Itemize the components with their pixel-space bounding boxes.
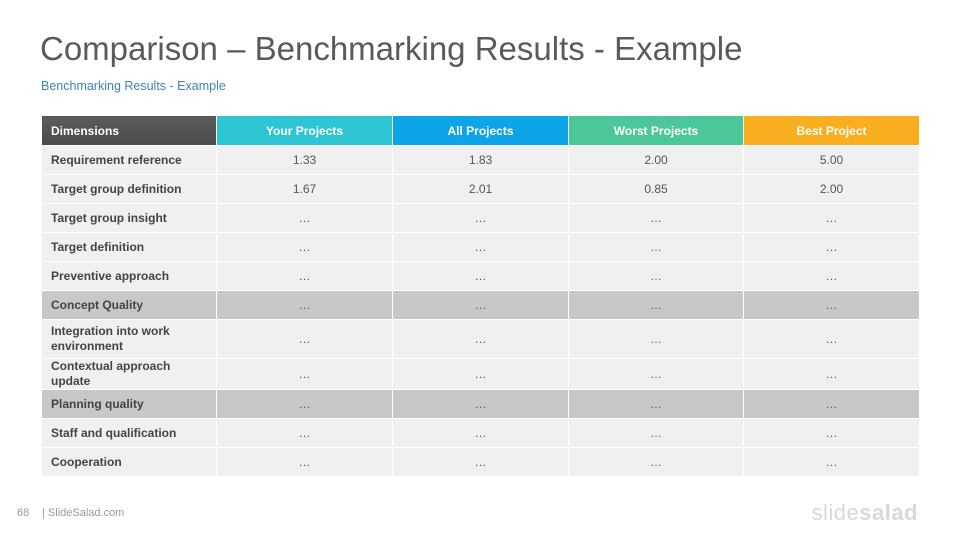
table-cell: … (392, 203, 569, 233)
table-row: Concept Quality………… (41, 290, 920, 320)
table-cell: … (392, 232, 569, 262)
table-header-row: Dimensions Your Projects All Projects Wo… (41, 115, 920, 146)
row-label: Planning quality (41, 389, 217, 419)
logo-light-text: slide (811, 500, 860, 525)
header-dimensions: Dimensions (41, 115, 217, 146)
table-cell: … (568, 447, 744, 477)
table-cell: … (216, 389, 393, 419)
table-cell: … (743, 389, 920, 419)
table-row: Staff and qualification………… (41, 418, 920, 448)
table-cell: … (392, 261, 569, 291)
table-row: Planning quality………… (41, 389, 920, 419)
table-cell: 2.00 (743, 174, 920, 204)
table-cell: … (392, 418, 569, 448)
table-cell: … (392, 319, 569, 359)
table-cell: … (216, 418, 393, 448)
table-cell: … (568, 232, 744, 262)
table-row: Integration into work environment………… (41, 319, 920, 359)
table-row: Contextual approach update………… (41, 358, 920, 390)
table-cell: … (743, 319, 920, 359)
table-cell: … (743, 290, 920, 320)
table-row: Target definition………… (41, 232, 920, 262)
table-cell: 1.33 (216, 145, 393, 175)
header-worst-projects: Worst Projects (568, 115, 744, 146)
table-cell: … (743, 447, 920, 477)
table-cell: … (392, 447, 569, 477)
table-cell: … (568, 290, 744, 320)
benchmark-table: Dimensions Your Projects All Projects Wo… (41, 115, 920, 477)
header-your-projects: Your Projects (216, 115, 393, 146)
row-label: Cooperation (41, 447, 217, 477)
table-body: Requirement reference 1.33 1.83 2.00 5.00 Tar… (41, 145, 920, 477)
table-cell: … (216, 447, 393, 477)
table-row: Preventive approach………… (41, 261, 920, 291)
header-best-project: Best Project (743, 115, 920, 146)
row-label: Concept Quality (41, 290, 217, 320)
table-cell: … (743, 203, 920, 233)
table-cell: … (216, 261, 393, 291)
table-cell: … (568, 319, 744, 359)
table-cell: … (216, 232, 393, 262)
row-label: Target definition (41, 232, 217, 262)
table-cell: … (216, 290, 393, 320)
table-cell: … (568, 358, 744, 390)
slide-subtitle: Benchmarking Results - Example (41, 79, 226, 93)
table-cell: … (743, 358, 920, 390)
table-cell: 2.01 (392, 174, 569, 204)
row-label: Target group definition (41, 174, 217, 204)
row-label: Requirement reference (41, 145, 217, 175)
slidesalad-logo: slidesalad (811, 500, 918, 526)
table-cell: … (216, 358, 393, 390)
footer-site: | SlideSalad.com (42, 507, 125, 519)
table-cell: … (568, 389, 744, 419)
row-label: Preventive approach (41, 261, 217, 291)
row-label: Staff and qualification (41, 418, 217, 448)
row-label: Contextual approach update (41, 358, 217, 390)
table-cell: … (743, 261, 920, 291)
slide-title: Comparison – Benchmarking Results - Exam… (40, 30, 743, 67)
page-number: 68 (17, 507, 30, 519)
table-cell: 1.83 (392, 145, 569, 175)
table-cell: … (743, 418, 920, 448)
table-cell: … (392, 358, 569, 390)
table-row: Cooperation………… (41, 447, 920, 477)
row-label: Integration into work environment (41, 319, 217, 359)
table-cell: … (568, 261, 744, 291)
table-cell: 2.00 (568, 145, 744, 175)
row-label: Target group insight (41, 203, 217, 233)
logo-bold-text: salad (859, 500, 918, 525)
table-cell: … (568, 418, 744, 448)
table-cell: 1.67 (216, 174, 393, 204)
table-cell: … (392, 290, 569, 320)
table-cell: 0.85 (568, 174, 744, 204)
header-all-projects: All Projects (392, 115, 569, 146)
table-cell: … (216, 319, 393, 359)
table-cell: … (392, 389, 569, 419)
table-row: Target group definition 1.67 2.01 0.85 2.00 (41, 174, 920, 204)
table-cell: … (743, 232, 920, 262)
table-row: Target group insight………… (41, 203, 920, 233)
table-cell: 5.00 (743, 145, 920, 175)
table-cell: … (568, 203, 744, 233)
table-row: Requirement reference 1.33 1.83 2.00 5.00 (41, 145, 920, 175)
table-cell: … (216, 203, 393, 233)
